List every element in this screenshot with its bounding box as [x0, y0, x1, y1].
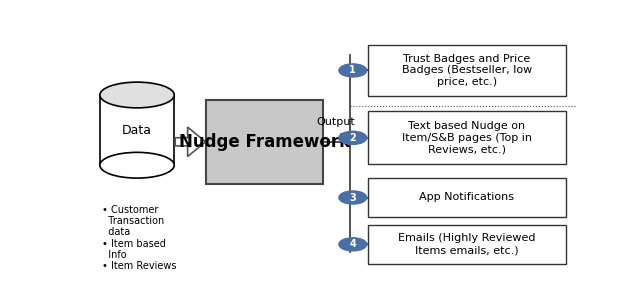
Text: Text based Nudge on
Item/S&B pages (Top in
Reviews, etc.): Text based Nudge on Item/S&B pages (Top … — [402, 121, 532, 154]
Text: • Item Reviews: • Item Reviews — [102, 261, 177, 271]
Text: Emails (Highly Reviewed
Items emails, etc.): Emails (Highly Reviewed Items emails, et… — [398, 233, 536, 255]
Bar — [367, 111, 566, 164]
Text: 4: 4 — [349, 239, 356, 249]
Bar — [367, 178, 566, 217]
Polygon shape — [175, 127, 205, 157]
Text: App Notifications: App Notifications — [419, 192, 515, 202]
Bar — [367, 45, 566, 96]
Circle shape — [339, 191, 367, 204]
Circle shape — [339, 131, 367, 144]
Text: Transaction: Transaction — [102, 216, 164, 226]
Text: 1: 1 — [349, 65, 356, 75]
Text: Data: Data — [122, 124, 152, 136]
Text: Info: Info — [102, 250, 127, 260]
Text: Output: Output — [317, 117, 355, 126]
Ellipse shape — [100, 152, 174, 178]
Text: Nudge Framework: Nudge Framework — [179, 133, 350, 151]
Circle shape — [339, 238, 367, 251]
Circle shape — [339, 64, 367, 77]
Text: • Customer: • Customer — [102, 205, 159, 215]
Text: • Item based: • Item based — [102, 239, 166, 249]
Bar — [207, 100, 323, 184]
Ellipse shape — [100, 82, 174, 108]
Text: Trust Badges and Price
Badges (Bestseller, low
price, etc.): Trust Badges and Price Badges (Bestselle… — [402, 54, 532, 87]
Text: 2: 2 — [349, 133, 356, 143]
Bar — [100, 95, 174, 165]
Bar — [367, 225, 566, 264]
Text: 3: 3 — [349, 192, 356, 202]
Text: data: data — [102, 227, 131, 237]
